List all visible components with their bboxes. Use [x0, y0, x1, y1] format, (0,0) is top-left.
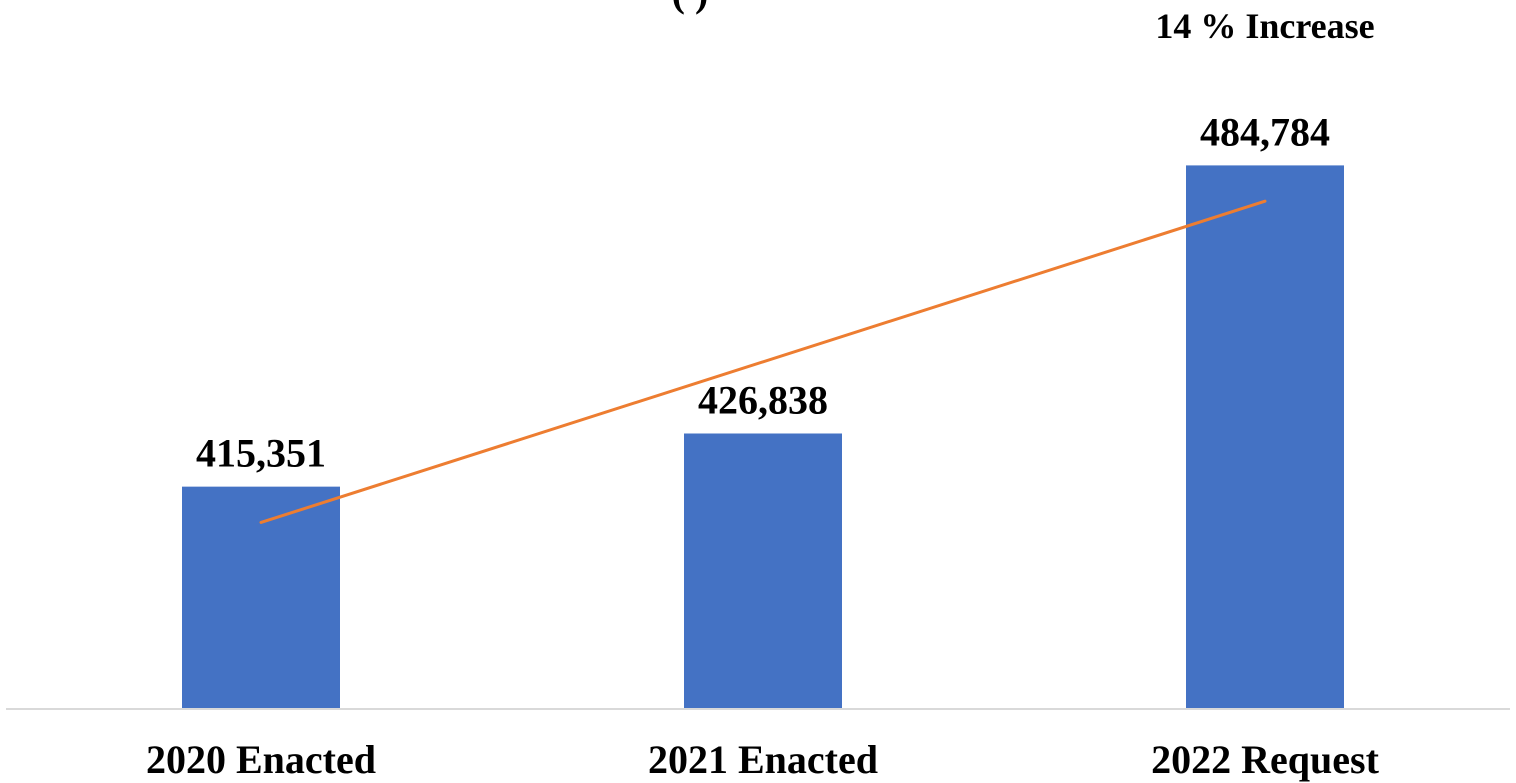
category-labels: 2020 Enacted 2021 Enacted 2022 Request [146, 737, 1380, 782]
category-label-1: 2020 Enacted [146, 737, 376, 782]
trendline [259, 199, 1267, 524]
data-label-1: 415,351 [196, 431, 326, 476]
data-label-3: 484,784 [1200, 109, 1330, 154]
category-label-3: 2022 Request [1151, 737, 1379, 782]
category-label-2: 2021 Enacted [648, 737, 878, 782]
bar-2 [684, 433, 842, 709]
bar-1 [182, 486, 340, 709]
increase-annotation: 14 % Increase [1155, 6, 1374, 46]
chart-title: ( ) [672, 0, 709, 15]
bars-group: 415,351 426,838 484,784 [182, 109, 1344, 709]
data-label-2: 426,838 [698, 377, 828, 422]
bar-3 [1186, 165, 1344, 709]
